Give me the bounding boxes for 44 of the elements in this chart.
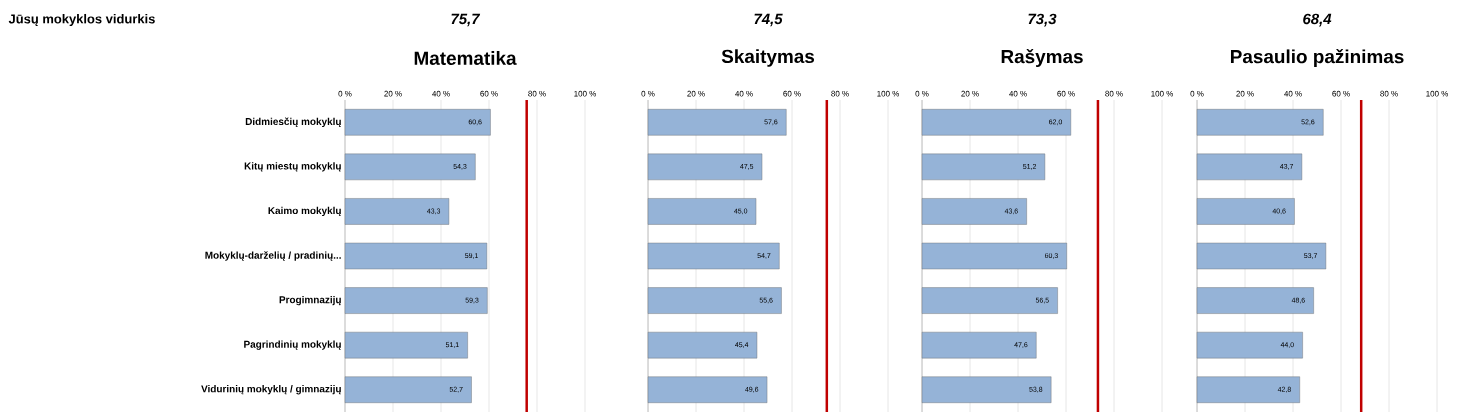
y-tick-label: Progimnazijų [279,295,341,306]
bar [344,331,468,359]
chart-title: Skaitymas [721,49,815,67]
bar [921,109,1072,136]
chart-subtitle: 74,5 [754,13,783,27]
bar [344,198,450,225]
bar [344,153,476,181]
bar [921,287,1058,314]
bar [1196,242,1327,270]
y-tick-label: Kaimo mokyklų [268,206,341,217]
bar [344,109,491,136]
bar [647,376,768,403]
bar [647,153,763,181]
bar [647,242,780,270]
text: Jūsų mokyklos vidurkis [8,13,155,27]
bar [647,109,787,136]
bar [1196,153,1303,181]
bar [1196,109,1324,136]
chart-subtitle: 68,4 [1303,13,1332,27]
chart-title: Pasaulio pažinimas [1230,48,1404,68]
y-tick-label: Didmiesčių mokyklų [245,117,341,128]
bar [921,153,1046,181]
chart-title: Rašymas [1001,48,1083,68]
bar [1196,287,1314,314]
bar [921,242,1067,270]
bar [1196,331,1303,359]
bar [921,376,1052,403]
y-tick-label: Kitų miestų mokyklų [244,162,341,172]
chart-subtitle: 75,7 [451,13,481,27]
y-tick-label: Vidurinių mokyklų / gimnazijų [201,385,341,395]
bar [647,198,757,225]
bar [1196,198,1295,225]
bar [921,331,1037,359]
bar [647,331,758,359]
y-tick-label: Mokyklų-darželių / pradinių... [205,251,341,261]
bar [921,198,1027,225]
y-tick-label: Pagrindinių mokyklų [244,340,341,350]
chart-title: Matematika [414,51,517,65]
bar [1196,376,1300,403]
bar [344,376,472,403]
bar [344,242,488,270]
bar [344,287,488,314]
chart-subtitle: 73,3 [1028,13,1057,27]
bar [647,287,782,314]
